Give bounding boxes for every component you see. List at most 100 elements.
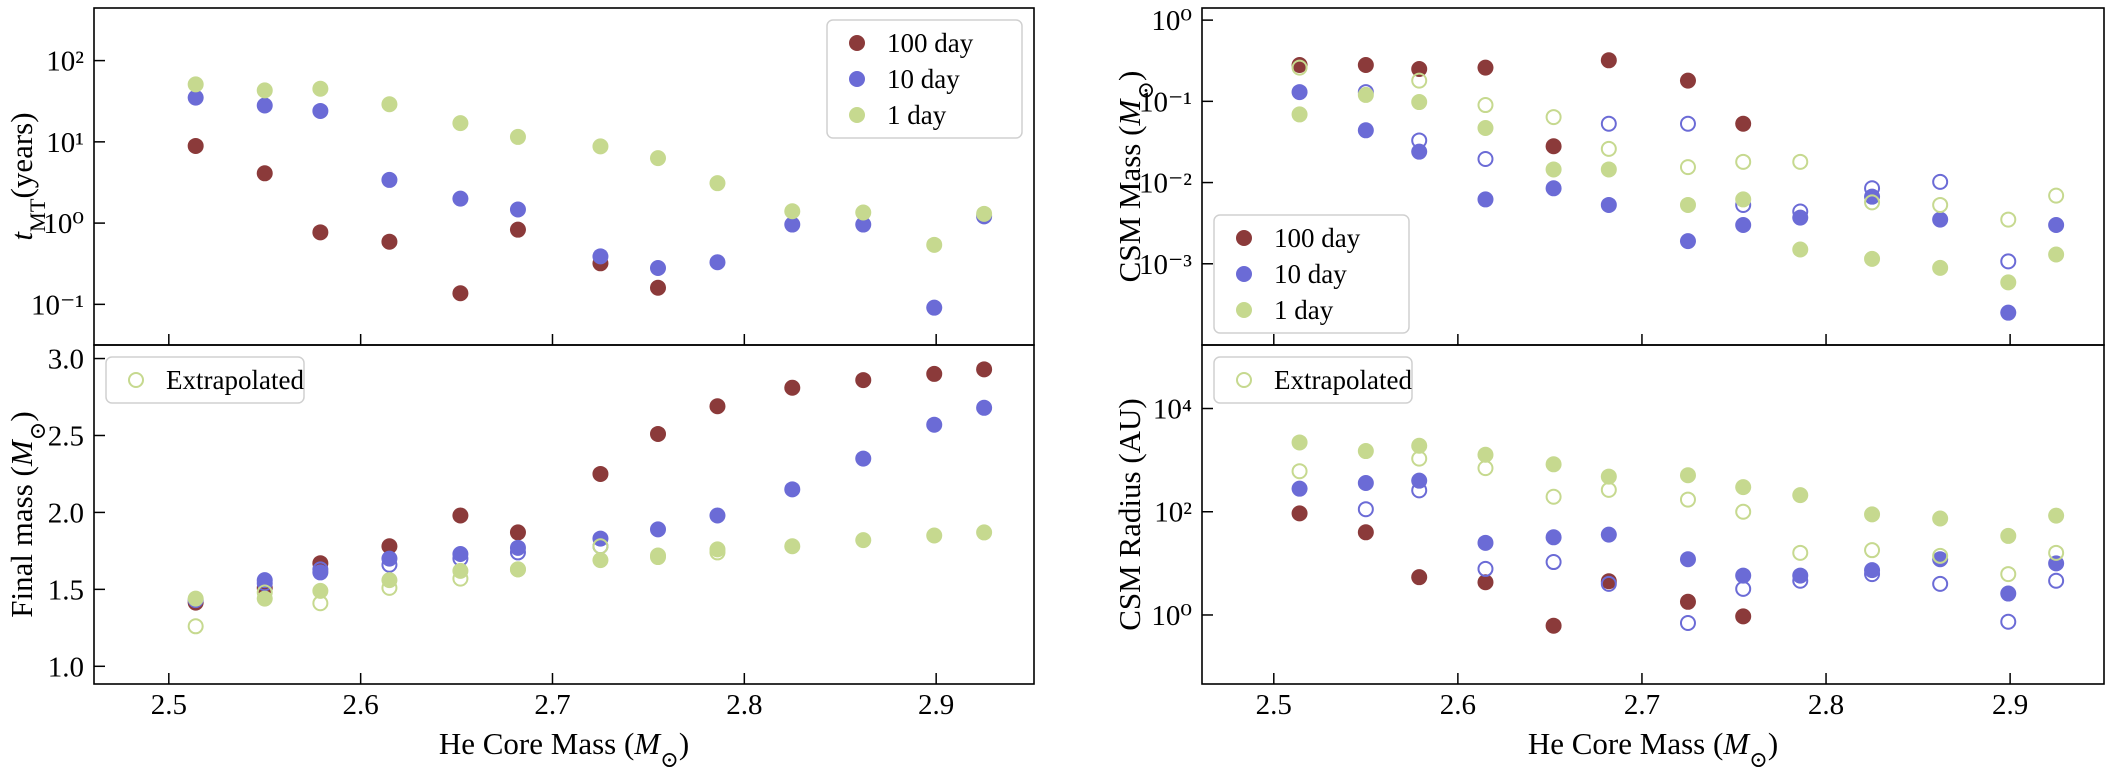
label-part: ): [4, 411, 39, 421]
point: [256, 572, 273, 589]
legend-label: 1 day: [887, 100, 947, 130]
point: [1792, 567, 1809, 584]
label-part: ): [679, 726, 689, 761]
point: [1545, 161, 1562, 178]
extrapolated-point: [381, 579, 398, 596]
point: [1411, 569, 1428, 586]
point: [1735, 479, 1752, 496]
point: [1679, 196, 1696, 213]
point: [1864, 188, 1881, 205]
point: [1545, 180, 1562, 197]
legend-marker: [1236, 266, 1252, 282]
point: [1291, 84, 1308, 101]
point: [452, 545, 469, 562]
point: [1291, 505, 1308, 522]
extrapolated-point: [1792, 203, 1809, 220]
legend-marker: [1236, 302, 1252, 318]
legend-label: 1 day: [1274, 295, 1334, 325]
point: [1735, 567, 1752, 584]
point: [509, 128, 526, 145]
point: [312, 102, 329, 119]
y-tick-label: 2.5: [48, 420, 84, 452]
point: [855, 532, 872, 549]
y-tick-label: 10²: [46, 46, 84, 78]
point: [509, 221, 526, 238]
point: [926, 365, 943, 382]
extrapolated-point: [1932, 173, 1949, 190]
point: [1932, 211, 1949, 228]
label-part: ): [1112, 71, 1147, 81]
point: [452, 190, 469, 207]
point: [1411, 94, 1428, 111]
legend-marker: [849, 71, 865, 87]
plot-frame: [1201, 344, 2105, 685]
point: [381, 171, 398, 188]
label-part: (years): [4, 112, 39, 198]
point: [709, 175, 726, 192]
extrapolated-point: [1291, 59, 1308, 76]
point: [650, 425, 666, 442]
point: [1600, 526, 1617, 543]
extrapolated-point: [312, 561, 329, 578]
extrapolated-point: [1545, 488, 1562, 505]
point: [976, 205, 993, 222]
extrapolated-point: [1545, 109, 1562, 126]
legend-box: [826, 19, 1023, 139]
extrapolated-point: [1600, 575, 1617, 592]
point: [1679, 72, 1696, 89]
point: [1477, 534, 1494, 551]
x-tick-label: 2.6: [1440, 689, 1476, 721]
point: [784, 538, 801, 555]
point: [1291, 106, 1308, 123]
extrapolated-point: [1411, 132, 1428, 149]
point: [592, 465, 609, 482]
x-tick-label: 2.5: [151, 689, 187, 721]
x-tick-label: 2.7: [534, 689, 570, 721]
label-part: M: [633, 726, 662, 761]
y-tick-label: 10²: [1154, 497, 1192, 529]
extrapolated-point: [2000, 253, 2017, 270]
point: [452, 115, 469, 132]
legend-box: [1213, 356, 1413, 404]
point: [312, 564, 329, 581]
extrapolated-point: [1792, 153, 1809, 170]
point: [452, 285, 469, 302]
y-tick-label: 1.5: [48, 574, 84, 606]
label-part: Final mass (: [4, 466, 39, 618]
point: [187, 590, 204, 607]
point: [1477, 119, 1494, 136]
x-tick-label: 2.7: [1624, 689, 1660, 721]
point: [452, 507, 469, 524]
legend-marker: [849, 35, 865, 51]
extrapolated-point: [1477, 97, 1494, 114]
point: [1864, 562, 1881, 579]
point: [650, 279, 666, 296]
point: [1679, 551, 1696, 568]
y-tick-label: 3.0: [48, 344, 84, 376]
x-tick-label: 2.6: [343, 689, 379, 721]
extrapolated-point: [1735, 503, 1752, 520]
point: [2048, 217, 2065, 234]
y-tick-label: 10⁰: [1151, 600, 1192, 632]
point: [1600, 196, 1617, 213]
label-part: CSM Radius (AU): [1112, 398, 1147, 631]
label-part: ): [1768, 726, 1778, 761]
x-tick-label: 2.9: [918, 689, 954, 721]
point: [1545, 138, 1562, 155]
y-tick-label: 10⁴: [1153, 394, 1192, 426]
point: [1291, 480, 1308, 497]
y-axis-label: Final mass (M⊙): [4, 411, 50, 617]
extrapolated-point: [381, 556, 398, 573]
extrapolated-point: [1864, 542, 1881, 559]
extrapolated-point: [509, 544, 526, 561]
point: [1932, 259, 1949, 276]
extrapolated-point: [256, 575, 273, 592]
extrapolated-point: [1679, 115, 1696, 132]
extrapolated-point: [1735, 580, 1752, 597]
point: [1357, 57, 1374, 74]
point: [1735, 608, 1752, 625]
legend-marker: [128, 372, 144, 388]
extrapolated-point: [1679, 614, 1696, 631]
point: [855, 216, 872, 233]
